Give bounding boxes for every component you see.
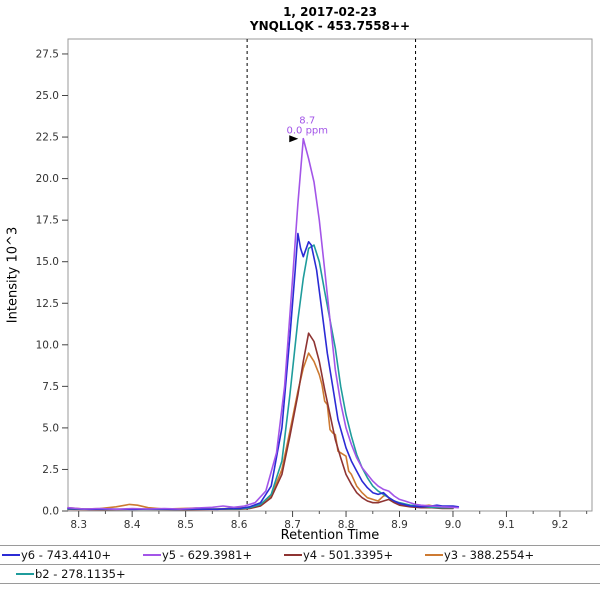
y-tick-label: 12.5 — [36, 298, 59, 310]
y-tick-label: 0.0 — [42, 506, 59, 518]
y-tick-label: 10.0 — [36, 339, 59, 351]
y-tick-label: 5.0 — [42, 422, 59, 434]
chart-title: 1, 2017-02-23 — [283, 5, 377, 19]
x-tick-label: 8.5 — [177, 519, 194, 531]
y-axis-title: Intensity 10^3 — [5, 226, 21, 324]
plot-area: 8.3 8.4 8.5 8.6 8.7 8.8 8.9 9.0 9.1 9.2 0.0 2.5 5.0 7… — [36, 38, 593, 531]
x-tick-label: 8.8 — [338, 519, 355, 531]
peak-ppm-label: 0.0 ppm — [286, 126, 328, 137]
legend-item[interactable]: y6 - 743.4410+ — [2, 548, 143, 562]
legend-swatch-icon — [16, 573, 34, 575]
legend-swatch-icon — [143, 554, 161, 556]
legend-swatch-icon — [425, 554, 443, 556]
y-tick-label: 25.0 — [36, 90, 59, 102]
y-tick-label: 20.0 — [36, 173, 59, 185]
legend-item[interactable]: y3 - 388.2554+ — [425, 548, 566, 562]
plot-wrapper: 8.3 8.4 8.5 8.6 8.7 8.8 8.9 9.0 9.1 9.2 0.0 2.5 5.0 7… — [0, 33, 600, 543]
legend-item[interactable]: b2 - 278.1135+ — [16, 567, 157, 581]
legend: y6 - 743.4410+ y5 - 629.3981+ y4 - 501.339… — [0, 545, 600, 584]
x-tick-label: 8.9 — [391, 519, 408, 531]
x-tick-label: 9.0 — [445, 519, 462, 531]
x-tick-label: 8.3 — [70, 519, 87, 531]
y-tick-label: 15.0 — [36, 256, 59, 268]
trace-y5 — [67, 137, 460, 511]
chart-header: 1, 2017-02-23 YNQLLQK - 453.7558++ — [68, 0, 592, 33]
x-tick-label: 9.1 — [498, 519, 515, 531]
legend-label: y6 - 743.4410+ — [21, 548, 112, 562]
y-tick-label: 7.5 — [42, 381, 59, 393]
y-tick-label: 2.5 — [42, 464, 59, 476]
legend-row: y6 - 743.4410+ y5 - 629.3981+ y4 - 501.339… — [0, 546, 600, 565]
peak-rt-label: 8.7 — [299, 116, 315, 127]
peak-arrow-icon — [289, 135, 299, 143]
legend-swatch-icon — [284, 554, 302, 556]
legend-item[interactable]: y4 - 501.3395+ — [284, 548, 425, 562]
trace-y6 — [67, 232, 460, 511]
x-tick-label: 9.2 — [552, 519, 569, 531]
y-tick-label: 27.5 — [36, 48, 59, 60]
legend-label: y3 - 388.2554+ — [444, 548, 535, 562]
chart-subtitle: YNQLLQK - 453.7558++ — [249, 19, 411, 33]
x-tick-label: 8.6 — [231, 519, 248, 531]
plot-border — [67, 38, 593, 512]
legend-swatch-icon — [2, 554, 20, 556]
legend-row: b2 - 278.1135+ — [0, 565, 600, 583]
x-tick-label: 8.7 — [284, 519, 301, 531]
y-tick-label: 22.5 — [36, 132, 59, 144]
y-tick-label: 17.5 — [36, 215, 59, 227]
legend-label: y5 - 629.3981+ — [162, 548, 253, 562]
legend-item[interactable]: y5 - 629.3981+ — [143, 548, 284, 562]
x-axis-title: Retention Time — [280, 528, 380, 543]
x-tick-label: 8.4 — [124, 519, 141, 531]
legend-label: b2 - 278.1135+ — [35, 567, 126, 581]
legend-label: y4 - 501.3395+ — [303, 548, 394, 562]
